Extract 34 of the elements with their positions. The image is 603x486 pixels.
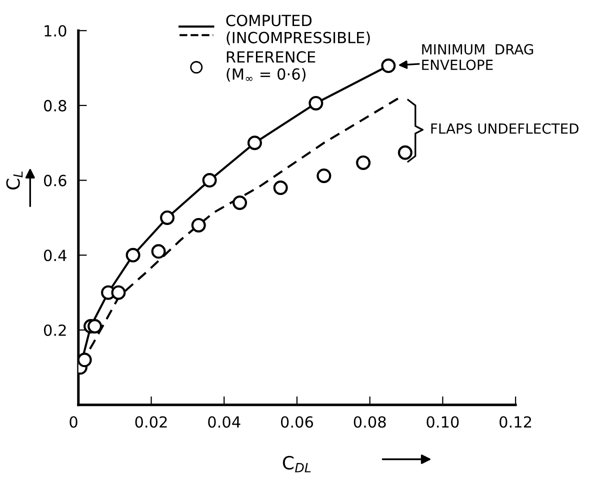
y-tick-label: 0.6	[44, 174, 66, 186]
legend-label: REFERENCE (M$_{∞}$ = 0·6)	[226, 51, 316, 82]
point	[273, 180, 288, 196]
point	[151, 244, 166, 259]
point	[160, 210, 175, 225]
point	[356, 155, 371, 170]
point	[126, 248, 140, 262]
annotation: FLAPS UNDEFLECTED	[431, 123, 578, 134]
point	[88, 318, 102, 334]
y-tick-label: 1.0	[44, 25, 66, 37]
point	[398, 145, 412, 160]
legend-label: COMPUTED (INCOMPRESSIBLE)	[226, 14, 370, 46]
x-tick-label: 0.02	[135, 416, 167, 428]
x-tick-label: 0.06	[280, 416, 314, 428]
y-tick-label: 0.2	[44, 324, 66, 336]
point	[316, 168, 332, 184]
x-tick-label: 0	[70, 416, 78, 428]
point	[191, 218, 206, 232]
point	[308, 96, 324, 110]
point	[78, 352, 92, 368]
point	[247, 136, 262, 150]
x-axis-title: C$_{DL}$	[282, 456, 311, 472]
y-axis-title: C$_{L}$	[6, 171, 23, 190]
x-tick-label: 0.12	[500, 416, 532, 428]
x-tick-label: 0.08	[354, 416, 386, 428]
y-tick-label: 0.8	[44, 100, 66, 112]
x-tick-label: 0.04	[208, 416, 240, 428]
point	[381, 58, 396, 74]
y-tick-label: 0.4	[44, 250, 66, 262]
point	[202, 173, 217, 188]
point	[232, 196, 248, 210]
x-tick-label: 0.10	[426, 416, 459, 428]
point	[111, 285, 126, 300]
annotation: MINIMUM DRAG ENVELOPE	[422, 44, 534, 70]
